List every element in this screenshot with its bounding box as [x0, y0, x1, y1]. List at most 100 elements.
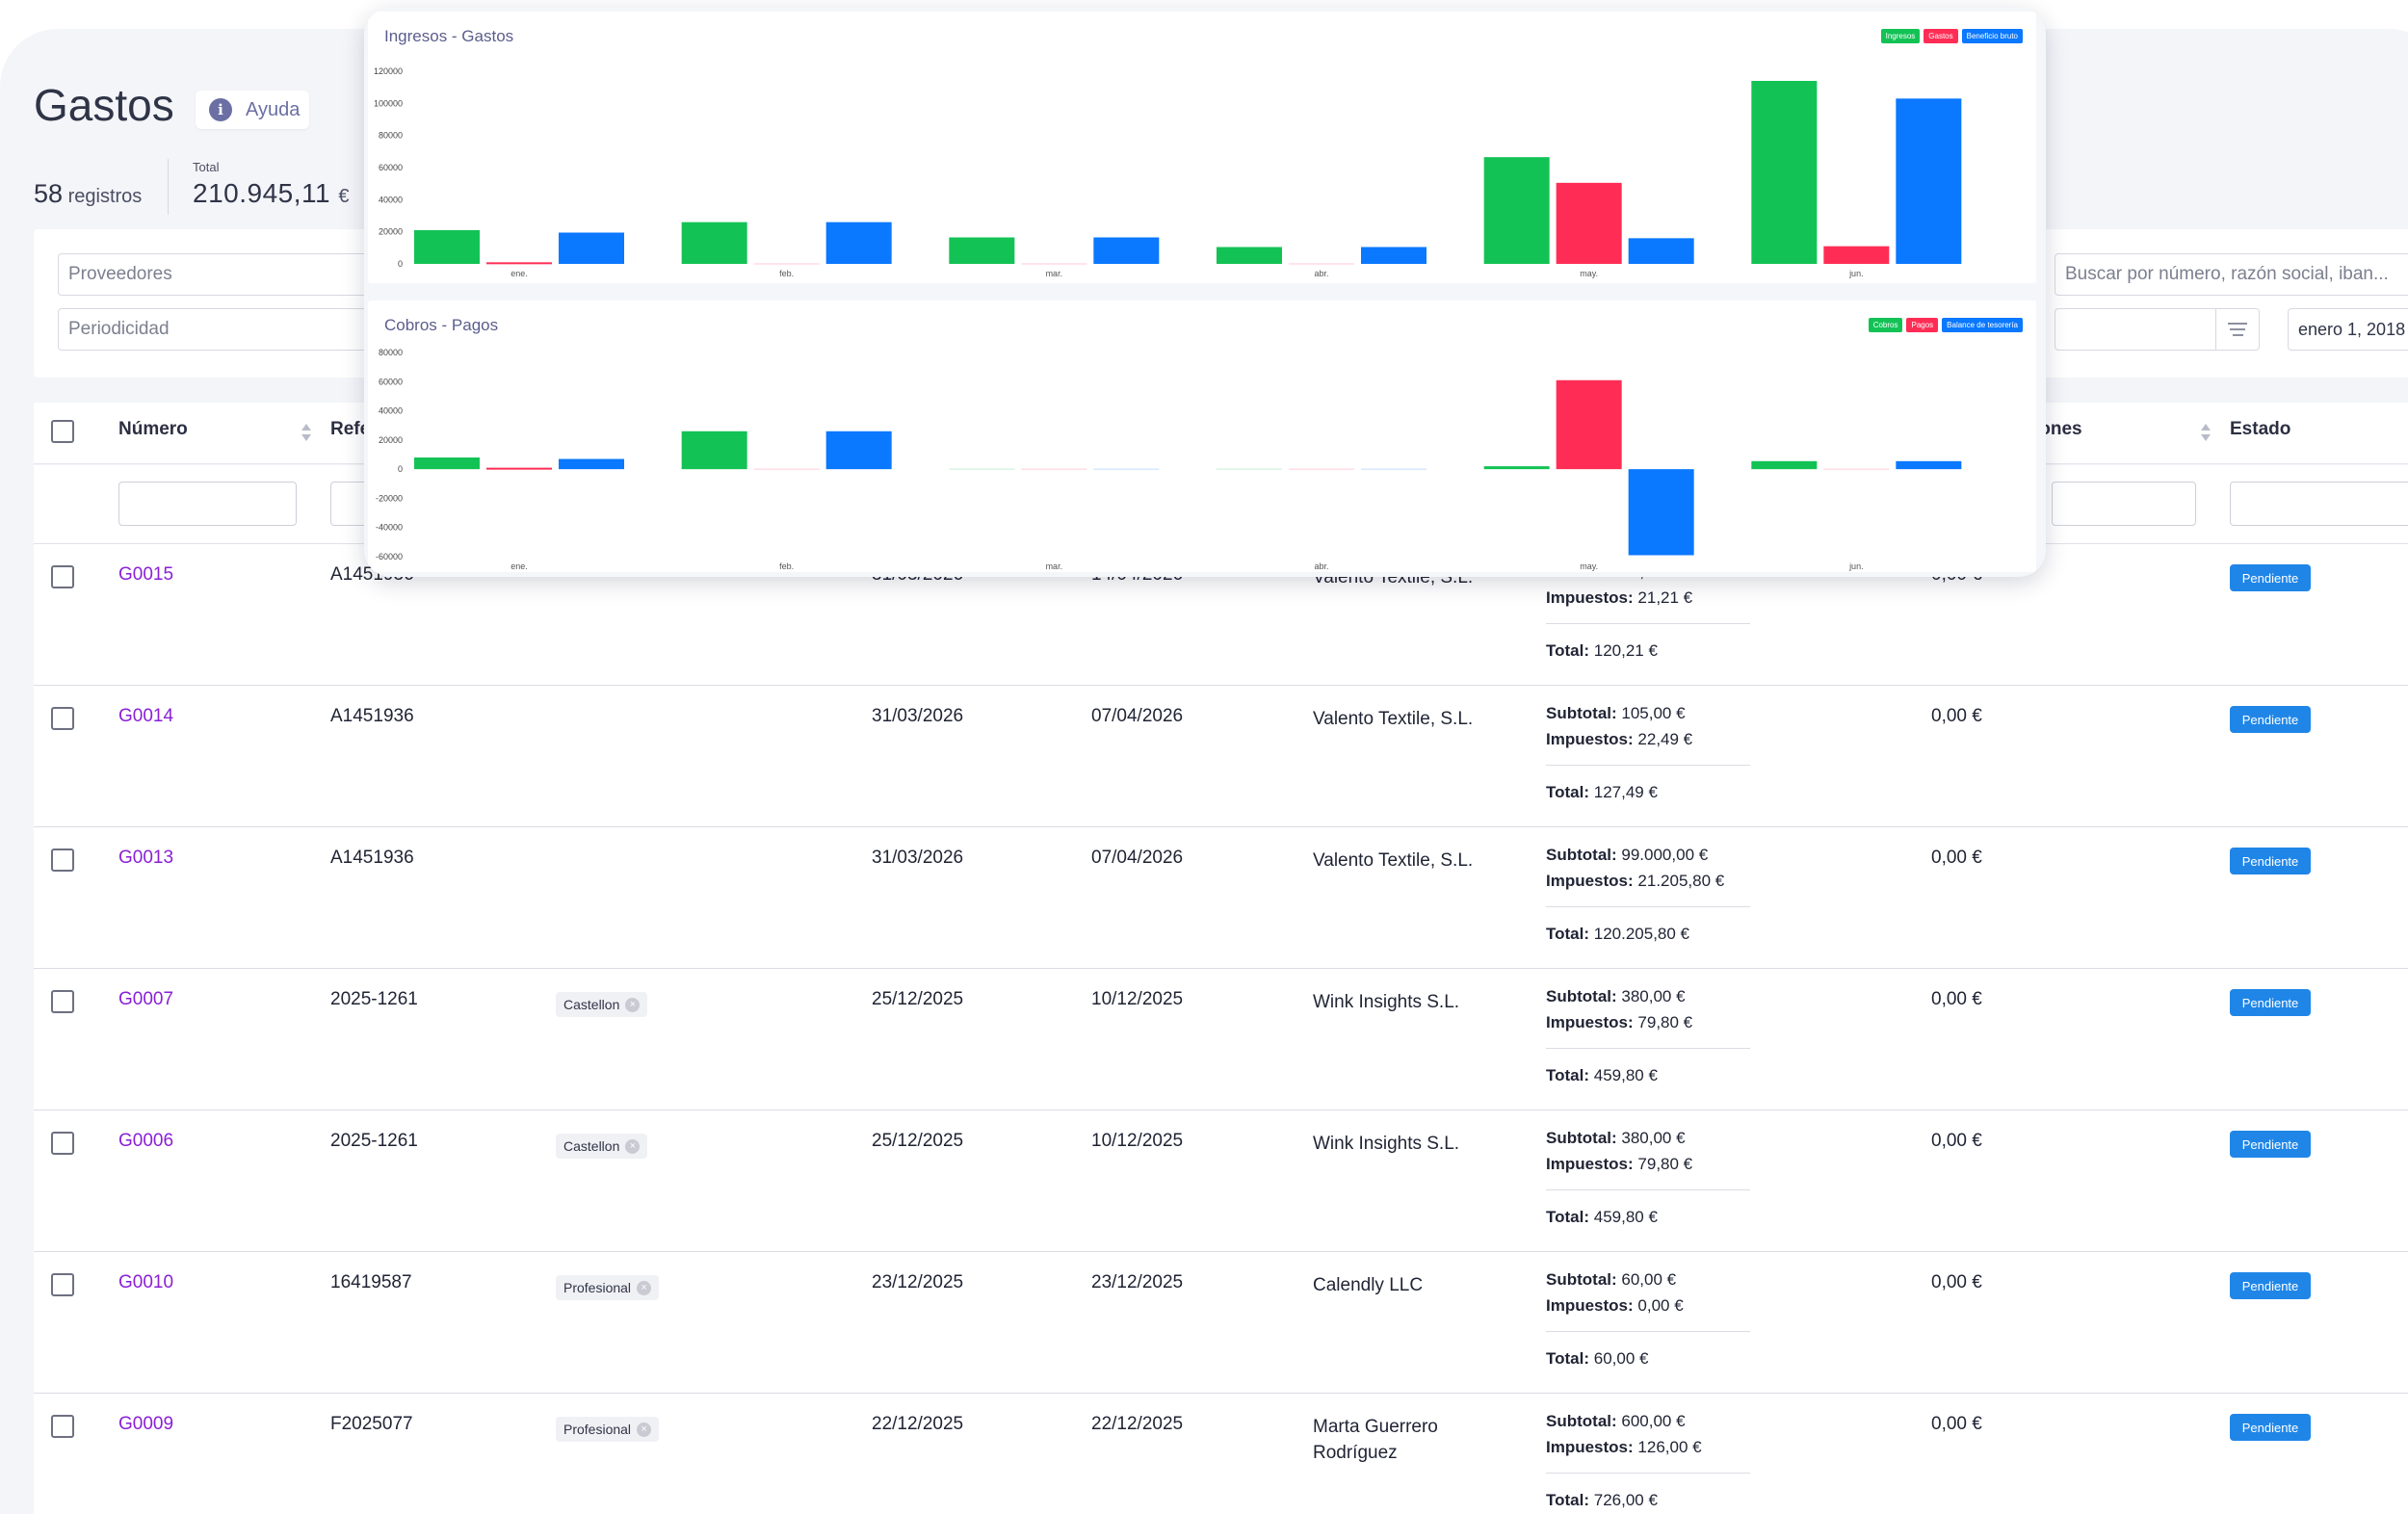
subtotal-value: 380,00 € [1621, 1129, 1686, 1147]
status-badge[interactable]: Pendiente [2230, 1414, 2311, 1441]
due-date-cell: 10/12/2025 [1091, 1131, 1184, 1151]
remove-tag-icon[interactable]: × [625, 1138, 641, 1154]
amounts-divider [1546, 1473, 1750, 1474]
tag-label: Profesional [563, 1280, 632, 1295]
y-tick-label: 0 [398, 259, 403, 269]
table-row[interactable] [34, 1110, 2408, 1252]
bar-gastos [486, 262, 552, 265]
row-checkbox[interactable] [51, 1273, 74, 1296]
date-filter[interactable]: enero 1, 2018 [2288, 308, 2408, 351]
tax-value: 21,21 € [1637, 588, 1693, 607]
help-button[interactable]: i Ayuda [196, 91, 309, 129]
column-retenciones[interactable]: iones [2034, 419, 2082, 439]
bar-ingresos [949, 237, 1015, 264]
total-row-value: 60,00 € [1593, 1349, 1649, 1368]
status-badge[interactable]: Pendiente [2230, 564, 2311, 591]
y-tick-label: 80000 [379, 348, 403, 357]
tax-label: Impuestos: [1546, 588, 1634, 607]
invoice-number-link[interactable]: G0014 [118, 706, 174, 726]
status-badge[interactable]: Pendiente [2230, 1131, 2311, 1158]
table-row[interactable] [34, 1394, 2408, 1514]
status-badge[interactable]: Pendiente [2230, 1272, 2311, 1299]
invoice-number-link[interactable]: G0010 [118, 1272, 174, 1292]
status-badge[interactable]: Pendiente [2230, 706, 2311, 733]
y-tick-label: 40000 [379, 406, 403, 416]
reference-cell: 2025-1261 [330, 989, 418, 1009]
tag-label: Profesional [563, 1422, 632, 1437]
chart-title: Ingresos - Gastos [384, 27, 514, 45]
order-field[interactable] [2055, 308, 2216, 351]
paid-amount-cell: 0,00 € [1931, 848, 1982, 868]
tax-label: Impuestos: [1546, 1155, 1634, 1173]
x-tick-label: mar. [1046, 561, 1063, 571]
row-checkbox[interactable] [51, 990, 74, 1013]
periodicidad-select[interactable]: Periodicidad [58, 308, 385, 351]
sort-icon[interactable] [301, 423, 311, 442]
subtotal-label: Subtotal: [1546, 1412, 1617, 1430]
invoice-number-link[interactable]: G0006 [118, 1131, 174, 1151]
bar-balance-de-tesorer-a [1361, 468, 1426, 470]
supplier-name: Wink Insights S.L. [1313, 1134, 1460, 1154]
total-row-value: 459,80 € [1593, 1208, 1658, 1226]
status-badge[interactable]: Pendiente [2230, 989, 2311, 1016]
subtotal-value: 105,00 € [1621, 704, 1686, 722]
invoice-number-link[interactable]: G0009 [118, 1414, 174, 1434]
status-badge[interactable]: Pendiente [2230, 848, 2311, 874]
y-tick-label: 20000 [379, 435, 403, 445]
estado-filter-input[interactable] [2230, 482, 2408, 526]
x-tick-label: jun. [1848, 269, 1864, 278]
proveedores-select[interactable]: Proveedores [58, 253, 385, 296]
reference-cell: A1451936 [330, 706, 414, 726]
amounts-divider [1546, 906, 1750, 907]
reference-cell: A1451936 [330, 848, 414, 868]
remove-tag-icon[interactable]: × [637, 1422, 652, 1437]
table-row[interactable] [34, 969, 2408, 1110]
total-row-label: Total: [1546, 925, 1590, 943]
supplier-name: Valento Textile, S.L. [1313, 709, 1474, 729]
invoice-number-link[interactable]: G0013 [118, 848, 174, 868]
tax-value: 22,49 € [1637, 730, 1693, 748]
x-tick-label: ene. [510, 269, 528, 278]
x-tick-label: ene. [510, 561, 528, 571]
row-checkbox[interactable] [51, 1415, 74, 1438]
sort-icon[interactable] [2215, 308, 2260, 351]
column-estado[interactable]: Estado [2230, 419, 2291, 439]
row-checkbox[interactable] [51, 565, 74, 588]
column-referencia[interactable]: Refe [330, 419, 371, 439]
select-all-checkbox[interactable] [51, 420, 74, 443]
issue-date-cell: 31/03/2026 [872, 706, 964, 726]
subtotal-label: Subtotal: [1546, 987, 1617, 1005]
row-checkbox[interactable] [51, 707, 74, 730]
bar-cobros [1751, 460, 1818, 470]
info-icon: i [209, 98, 232, 121]
subtotal-label: Subtotal: [1546, 1270, 1617, 1289]
invoice-number-link[interactable]: G0007 [118, 989, 174, 1009]
paid-amount-cell: 0,00 € [1931, 989, 1982, 1009]
tag-chip: Castellon × [556, 992, 648, 1017]
row-checkbox[interactable] [51, 1132, 74, 1155]
retenciones-filter-input[interactable] [2052, 482, 2196, 526]
total-row-value: 120.205,80 € [1593, 925, 1690, 943]
subtotal-label: Subtotal: [1546, 1129, 1617, 1147]
table-row[interactable] [34, 827, 2408, 969]
row-checkbox[interactable] [51, 848, 74, 872]
chart-ingresos-gastos: 120000 100000 80000 60000 40000 20000 0 ene. feb… [374, 66, 1962, 278]
invoice-number-link[interactable]: G0015 [118, 564, 174, 585]
amounts-cell: Subtotal: 60,00 € Impuestos: 0,00 € Total:… [1546, 1266, 1750, 1371]
due-date-cell: 07/04/2026 [1091, 706, 1184, 726]
numero-filter-input[interactable] [118, 482, 297, 526]
table-row[interactable] [34, 686, 2408, 827]
remove-tag-icon[interactable]: × [625, 997, 641, 1012]
y-tick-label: -40000 [376, 523, 403, 533]
total-row-value: 726,00 € [1593, 1491, 1658, 1509]
amounts-cell: Subtotal: 99.000,00 € Impuestos: 21.205,8… [1546, 842, 1750, 947]
table-row[interactable] [34, 1252, 2408, 1394]
bar-pagos [1289, 468, 1354, 470]
total-row-label: Total: [1546, 1066, 1590, 1084]
issue-date-cell: 31/03/2026 [872, 848, 964, 868]
column-numero[interactable]: Número [118, 419, 188, 439]
sort-icon[interactable] [2201, 423, 2211, 442]
search-input[interactable]: Buscar por número, razón social, iban... [2055, 253, 2408, 296]
tax-value: 79,80 € [1637, 1013, 1693, 1031]
remove-tag-icon[interactable]: × [637, 1280, 652, 1295]
